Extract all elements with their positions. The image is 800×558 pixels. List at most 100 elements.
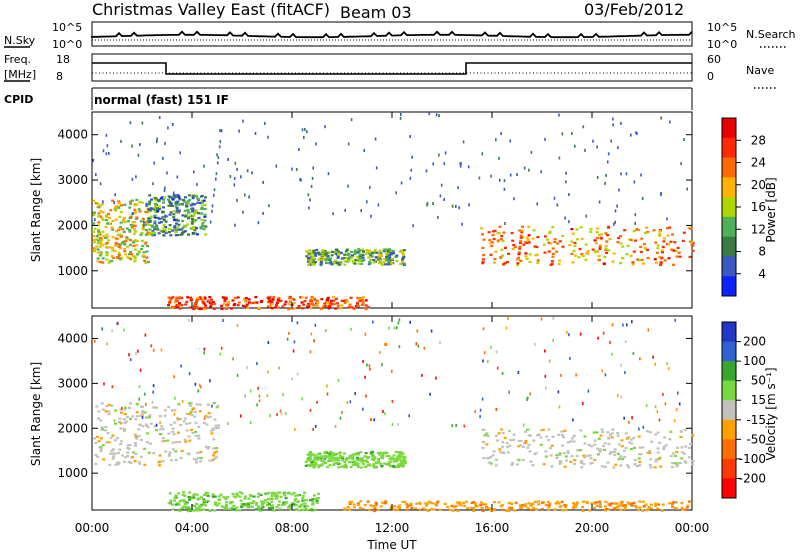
velocity-ylabel: Slant Range [km] (29, 362, 43, 466)
echo-cell (320, 254, 324, 257)
echo-cell (191, 207, 195, 210)
echo-cell (384, 412, 386, 416)
echo-cell (129, 417, 133, 420)
echo-cell (353, 262, 357, 265)
echo-cell (633, 463, 637, 466)
echo-cell (369, 254, 373, 257)
echo-cell (186, 200, 190, 203)
echo-cell (155, 224, 159, 227)
echo-cell (202, 228, 206, 231)
echo-cell (215, 177, 217, 181)
echo-cell (113, 452, 117, 455)
echo-cell (174, 234, 178, 237)
echo-cell (118, 448, 122, 451)
echo-cell (321, 251, 325, 255)
echo-cell (152, 348, 155, 352)
echo-cell (348, 256, 352, 259)
echo-cell (627, 436, 631, 439)
echo-cell (507, 501, 511, 505)
echo-cell (97, 224, 101, 227)
echo-cell (577, 449, 581, 452)
echo-cell (235, 492, 239, 495)
echo-cell (629, 239, 633, 242)
echo-cell (163, 196, 166, 199)
echo-cell (501, 508, 505, 511)
echo-cell (296, 306, 300, 310)
echo-cell (676, 446, 680, 449)
echo-cell (605, 251, 609, 254)
echo-cell (294, 504, 298, 507)
echo-cell (533, 500, 537, 503)
echo-cell (327, 454, 331, 457)
echo-cell (292, 307, 296, 310)
echo-cell (101, 218, 105, 222)
echo-cell (96, 242, 100, 245)
echo-cell (306, 458, 310, 461)
echo-cell (377, 460, 380, 463)
echo-cell (135, 216, 139, 219)
echo-cell (457, 186, 459, 190)
power-ylabel: Slant Range [km] (29, 158, 43, 262)
echo-cell (328, 258, 332, 261)
echo-cell (326, 456, 330, 459)
echo-cell (607, 502, 611, 506)
echo-cell (375, 257, 379, 260)
echo-cell (491, 234, 495, 237)
echo-cell (362, 407, 364, 411)
echo-cell (167, 406, 171, 409)
echo-cell (516, 258, 520, 261)
echo-cell (224, 297, 228, 300)
echo-cell (409, 176, 412, 180)
echo-cell (607, 152, 610, 156)
echo-cell (577, 256, 581, 259)
echo-cell (415, 502, 419, 505)
echo-cell (176, 226, 180, 229)
echo-cell (436, 500, 440, 503)
echo-cell (176, 418, 180, 421)
echo-cell (507, 317, 509, 320)
echo-cell (581, 254, 585, 258)
echo-cell (153, 210, 157, 213)
echo-cell (194, 209, 198, 212)
echo-cell (171, 441, 175, 444)
echo-cell (635, 506, 638, 509)
echo-cell (111, 249, 115, 252)
echo-cell (296, 501, 300, 504)
echo-cell (351, 254, 355, 257)
echo-cell (547, 506, 551, 509)
colorbar-tick-label: 16 (751, 200, 766, 214)
colorbar-tick-label: -15 (746, 413, 766, 427)
echo-cell (125, 236, 129, 239)
echo-cell (664, 402, 667, 406)
echo-cell (192, 307, 196, 310)
echo-cell (379, 351, 381, 355)
echo-cell (248, 195, 250, 199)
echo-cell (287, 308, 291, 311)
echo-cell (260, 299, 264, 303)
echo-cell (163, 189, 166, 193)
echo-cell (173, 375, 175, 379)
echo-cell (369, 367, 371, 371)
echo-cell (310, 461, 314, 464)
echo-cell (210, 432, 214, 435)
echo-cell (146, 221, 150, 224)
echo-cell (386, 463, 389, 466)
echo-cell (92, 235, 96, 238)
echo-cell (160, 425, 164, 428)
x-axis-label: Time UT (366, 538, 417, 552)
echo-cell (570, 240, 574, 243)
echo-cell (617, 443, 621, 446)
echo-cell (129, 215, 133, 218)
echo-cell (524, 430, 528, 433)
echo-cell (493, 257, 497, 261)
echo-cell (344, 463, 348, 466)
echo-cell (96, 251, 100, 254)
echo-cell (556, 242, 560, 245)
echo-cell (468, 203, 470, 207)
echo-cell (149, 231, 153, 234)
echo-cell (550, 444, 554, 447)
colorbar-tick-label: 50 (751, 374, 766, 388)
echo-cell (398, 450, 402, 454)
echo-cell (222, 506, 226, 509)
echo-cell (137, 208, 141, 211)
